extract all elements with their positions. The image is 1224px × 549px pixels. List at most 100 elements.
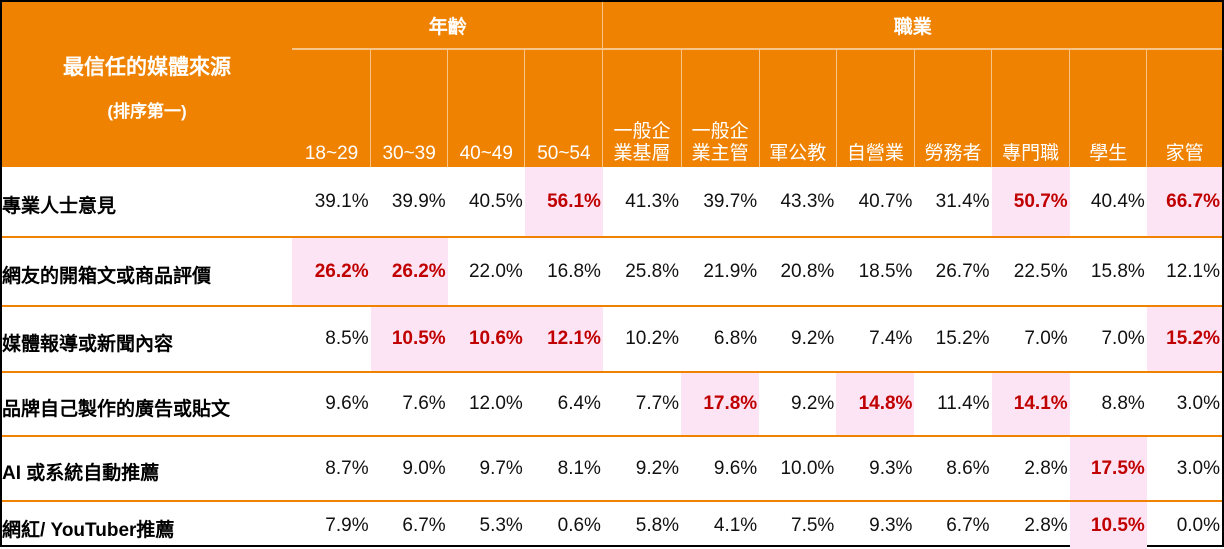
corner-subtitle: (排序第一)	[107, 102, 187, 121]
column-header: 專門職	[991, 49, 1070, 167]
row-label: 品牌自己製作的廣告或貼文	[2, 372, 293, 437]
value-cell: 9.3%	[869, 514, 913, 536]
value-cell: 7.0%	[991, 306, 1070, 373]
column-header-line2: 30~39	[382, 143, 436, 164]
column-header: 一般企 業主管	[680, 49, 760, 167]
column-header: 家管	[1146, 49, 1222, 167]
value-cell: 15.2%	[914, 306, 992, 373]
value-cell: 25.8%	[602, 237, 682, 307]
value-cell: 2.8%	[991, 436, 1070, 502]
column-header-line1: 一般企	[613, 121, 671, 142]
column-header: 勞務者	[913, 49, 992, 167]
value-cell: 40.7%	[836, 167, 915, 238]
highlighted-value-cell: 26.2%	[370, 237, 448, 307]
corner-title: 最信任的媒體來源	[62, 56, 231, 79]
value-cell: 0.6%	[557, 514, 601, 536]
value-cell: 12.1%	[1146, 237, 1222, 307]
table-row: 網紅/ YouTuber推薦 7.9% 6.7% 5.3% 0.6% 5.8% 4.1% 7.…	[2, 501, 1222, 549]
column-header: 自營業	[835, 49, 915, 167]
highlighted-value-cell: 56.1%	[524, 167, 603, 238]
column-header: 18~29	[291, 49, 371, 167]
column-header-line2: 自營業	[846, 143, 904, 164]
table-body: 專業人士意見 39.1% 39.9% 40.5% 56.1% 41.3% 39.7% 43.3…	[2, 167, 1222, 549]
value-cell: 9.2%	[759, 372, 837, 437]
row-label: 媒體報導或新聞內容	[2, 306, 293, 373]
highlighted-value-cell: 15.2%	[1146, 306, 1222, 373]
group-header-age: 年齡	[291, 2, 603, 50]
value-cell: 43.3%	[759, 167, 837, 238]
value-cell: 9.0%	[370, 436, 448, 502]
value-cell: 22.0%	[447, 237, 525, 307]
highlighted-value-cell: 50.7%	[991, 167, 1070, 238]
value-cell: 15.8%	[1069, 237, 1147, 307]
column-header: 50~54	[524, 49, 603, 167]
row-label: 網紅/ YouTuber推薦	[2, 520, 175, 541]
value-cell: 7.7%	[602, 372, 682, 437]
column-header-line2: 業主管	[691, 143, 749, 164]
row-label: 網友的開箱文或商品評價	[2, 237, 293, 307]
column-header-line2: 軍公教	[769, 143, 827, 164]
column-header-line2: 家管	[1165, 143, 1204, 164]
column-header: 一般企 業基層	[602, 49, 682, 167]
value-cell: 8.7%	[292, 436, 371, 502]
column-header: 軍公教	[758, 49, 837, 167]
value-cell: 3.0%	[1146, 436, 1222, 502]
highlighted-value-cell: 26.2%	[292, 237, 371, 307]
column-header-line1: 一般企	[691, 121, 749, 142]
value-cell: 9.6%	[681, 436, 760, 502]
value-cell: 2.8%	[1024, 514, 1068, 536]
corner-header: 最信任的媒體來源 (排序第一)	[2, 2, 293, 167]
value-cell: 10.2%	[602, 306, 682, 373]
value-cell: 21.9%	[681, 237, 760, 307]
value-cell: 8.1%	[524, 436, 603, 502]
table-row: 品牌自己製作的廣告或貼文 9.6% 7.6% 12.0% 6.4% 7.7% 17.8% 9.…	[2, 372, 1222, 437]
highlighted-value-cell: 17.5%	[1069, 436, 1147, 502]
value-cell: 9.7%	[447, 436, 525, 502]
table-row: 網友的開箱文或商品評價 26.2% 26.2% 22.0% 16.8% 25.8% 21.9…	[2, 237, 1222, 307]
highlighted-value-cell: 14.8%	[836, 372, 915, 437]
highlighted-value-cell: 17.8%	[681, 372, 760, 437]
value-cell: 9.2%	[602, 436, 682, 502]
value-cell: 6.4%	[524, 372, 603, 437]
highlighted-value-cell: 10.6%	[447, 306, 525, 373]
value-cell: 7.5%	[791, 514, 835, 536]
value-cell: 6.7%	[402, 514, 446, 536]
value-cell: 6.8%	[681, 306, 760, 373]
highlighted-value-cell: 12.1%	[524, 306, 603, 373]
column-header: 40~49	[447, 49, 525, 167]
value-cell: 40.5%	[447, 167, 525, 238]
value-cell: 4.1%	[713, 514, 758, 536]
highlighted-value-cell: 10.5%	[1069, 501, 1147, 549]
column-header-line2: 業基層	[613, 143, 671, 164]
value-cell: 7.0%	[1069, 306, 1147, 373]
value-cell: 8.8%	[1069, 372, 1147, 437]
group-header-occupation: 職業	[602, 2, 1222, 50]
value-cell: 7.6%	[370, 372, 448, 437]
column-header-line2: 40~49	[459, 143, 513, 164]
column-header-line2: 勞務者	[924, 143, 982, 164]
value-cell: 31.4%	[914, 167, 992, 238]
value-cell: 8.6%	[914, 436, 992, 502]
row-label: AI 或系統自動推薦	[2, 436, 293, 502]
value-cell: 7.4%	[836, 306, 915, 373]
value-cell: 39.1%	[292, 167, 371, 238]
highlighted-value-cell: 14.1%	[991, 372, 1070, 437]
value-cell: 16.8%	[524, 237, 603, 307]
column-header-line2: 18~29	[304, 143, 359, 164]
column-header-line2: 學生	[1089, 143, 1128, 164]
row-label: 專業人士意見	[2, 167, 293, 238]
value-cell: 8.5%	[292, 306, 371, 373]
table-row: 專業人士意見 39.1% 39.9% 40.5% 56.1% 41.3% 39.7% 43.3…	[2, 167, 1222, 238]
value-cell: 6.7%	[946, 514, 990, 536]
value-cell: 9.6%	[292, 372, 371, 437]
table-row: AI 或系統自動推薦 8.7% 9.0% 9.7% 8.1% 9.2% 9.6% 10.0% 9…	[2, 436, 1222, 502]
group-header-row: 最信任的媒體來源 (排序第一) 年齡 職業	[2, 2, 1222, 167]
value-cell: 12.0%	[447, 372, 525, 437]
value-cell: 3.0%	[1146, 372, 1222, 437]
value-cell: 10.0%	[759, 436, 837, 502]
column-header-line2: 專門職	[1002, 143, 1060, 164]
value-cell: 20.8%	[759, 237, 837, 307]
value-cell: 11.4%	[914, 372, 992, 437]
value-cell: 40.4%	[1069, 167, 1147, 238]
